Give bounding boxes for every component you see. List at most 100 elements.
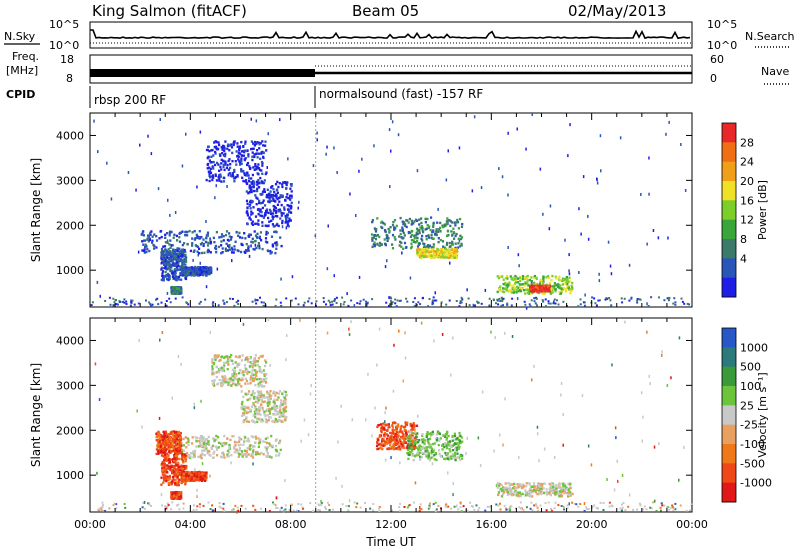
echo-cell: [274, 193, 277, 196]
echo-cell: [240, 390, 243, 393]
sparse-cell: [484, 288, 487, 292]
noise-cell: [432, 296, 435, 299]
echo-cell: [169, 250, 172, 253]
echo-cell: [162, 455, 165, 458]
echo-cell: [164, 253, 167, 256]
noise-cell: [459, 300, 462, 303]
sparse-cell: [275, 496, 278, 500]
echo-cell: [290, 205, 293, 208]
sparse-cell: [465, 452, 467, 456]
echo-cell: [232, 379, 235, 382]
echo-cell: [167, 272, 170, 276]
echo-cell: [256, 208, 260, 211]
noise-cell: [659, 506, 662, 509]
echo-cell: [259, 391, 262, 394]
echo-cell: [178, 236, 181, 239]
sparse-cell: [138, 339, 140, 342]
echo-cell: [256, 412, 259, 416]
echo-cell: [234, 240, 237, 243]
echo-cell: [220, 452, 224, 455]
echo-cell: [250, 177, 253, 180]
echo-cell: [255, 372, 258, 376]
echo-cell: [171, 432, 174, 435]
echo-cell: [507, 283, 510, 287]
echo-cell: [234, 355, 237, 358]
sparse-cell: [583, 502, 586, 506]
noise-cell: [530, 501, 533, 504]
echo-cell: [186, 268, 189, 271]
echo-cell: [458, 245, 461, 248]
echo-cell: [151, 239, 154, 242]
echo-cell: [539, 281, 542, 284]
sparse-cell: [564, 238, 566, 242]
echo-cell: [220, 235, 223, 239]
noise-cell: [547, 300, 550, 303]
echo-cell: [255, 165, 258, 168]
sparse-cell: [617, 479, 619, 483]
echo-cell: [160, 278, 163, 282]
echo-cell: [166, 435, 169, 438]
noise-cell: [297, 503, 300, 505]
echo-cell: [425, 235, 428, 238]
noise-cell: [90, 304, 93, 307]
echo-cell: [163, 465, 166, 469]
echo-cell: [290, 190, 293, 193]
echo-cell: [564, 282, 567, 286]
echo-cell: [171, 434, 174, 437]
echo-cell: [179, 435, 182, 438]
echo-cell: [166, 476, 169, 479]
echo-cell: [518, 282, 521, 286]
echo-cell: [209, 271, 212, 274]
sparse-cell: [385, 406, 387, 410]
echo-cell: [198, 439, 201, 443]
noise-cell: [577, 305, 580, 308]
noise-cell: [219, 506, 222, 509]
echo-cell: [283, 390, 286, 393]
echo-cell: [438, 256, 441, 259]
noise-cell: [142, 501, 145, 504]
noise-cell: [476, 301, 479, 304]
echo-cell: [193, 449, 197, 453]
echo-cell: [222, 453, 225, 456]
echo-cell: [273, 404, 276, 407]
echo-cell: [237, 155, 240, 158]
noise-cell: [563, 508, 566, 511]
noise-cell: [151, 303, 154, 306]
noise-cell: [359, 506, 362, 509]
echo-cell: [177, 446, 180, 449]
sparse-cell: [449, 261, 451, 265]
echo-cell: [252, 377, 255, 380]
echo-cell: [163, 470, 166, 473]
echo-cell: [238, 147, 241, 151]
noise-cell: [674, 508, 677, 511]
sparse-cell: [641, 439, 643, 443]
echo-cell: [545, 276, 548, 279]
echo-cell: [266, 454, 269, 457]
echo-cell: [270, 407, 273, 411]
sparse-cell: [495, 484, 498, 488]
echo-cell: [251, 182, 254, 185]
echo-cell: [248, 167, 252, 171]
echo-cell: [242, 374, 245, 377]
echo-cell: [166, 241, 169, 244]
echo-cell: [218, 143, 221, 147]
noise-cell: [328, 504, 331, 506]
echo-cell: [454, 252, 457, 256]
echo-cell: [174, 478, 177, 481]
noise-cell: [331, 303, 334, 306]
echo-cell: [214, 150, 217, 154]
echo-cell: [168, 252, 171, 255]
noise-cell: [428, 298, 431, 300]
echo-cell: [261, 247, 264, 251]
sparse-cell: [640, 391, 643, 395]
sparse-cell: [267, 132, 269, 136]
sparse-cell: [393, 343, 395, 347]
echo-cell: [441, 224, 444, 227]
echo-cell: [403, 234, 406, 237]
echo-cell: [181, 263, 184, 267]
echo-cell: [246, 173, 249, 176]
sparse-cell: [538, 459, 540, 463]
echo-cell: [262, 151, 265, 154]
echo-cell: [262, 144, 265, 147]
sparse-cell: [97, 150, 99, 154]
